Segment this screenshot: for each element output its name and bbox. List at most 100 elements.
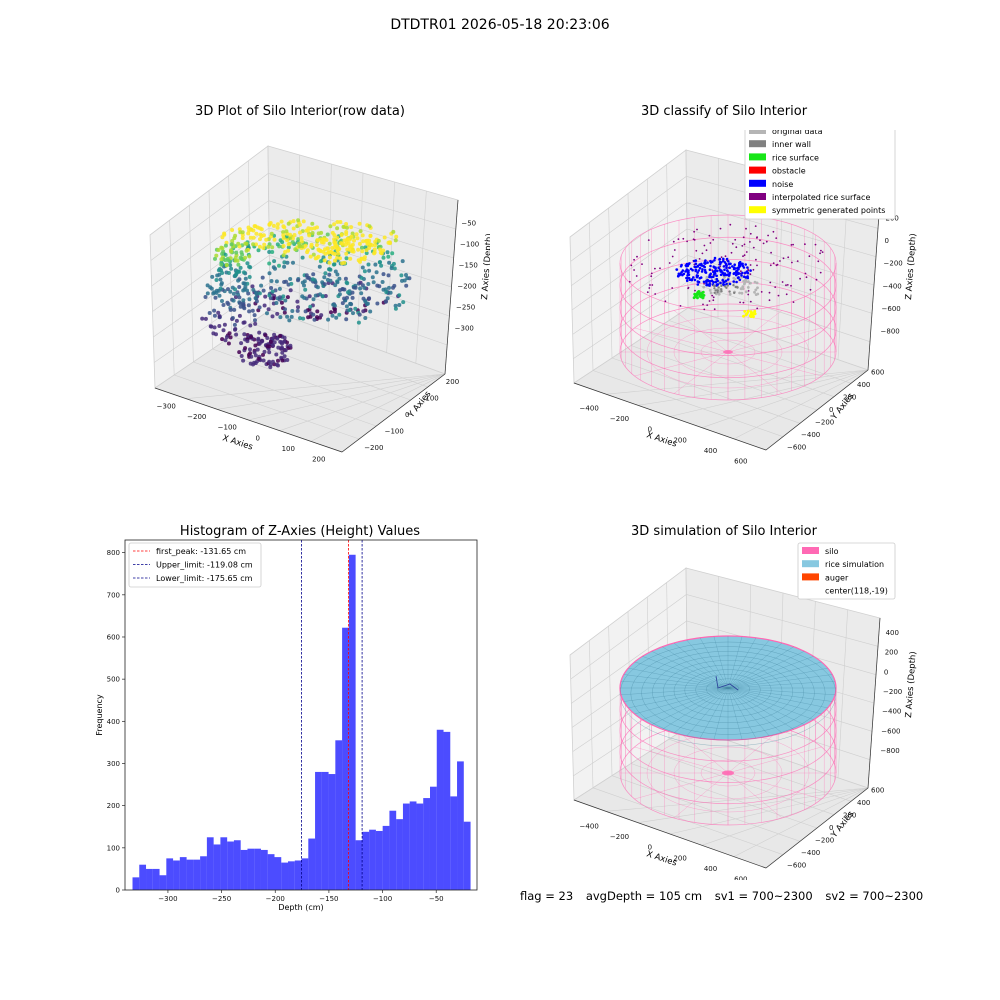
- x-tick-label: 0: [648, 426, 652, 434]
- interp-point: [817, 260, 820, 263]
- data-point: [315, 309, 320, 314]
- data-point: [302, 283, 306, 288]
- data-point: [289, 314, 294, 319]
- data-point: [302, 295, 307, 300]
- legend-label: rice surface: [772, 153, 819, 162]
- data-point: [236, 278, 241, 283]
- x-tick-label: 400: [704, 865, 717, 873]
- original-point: [708, 289, 712, 292]
- data-point: [261, 358, 266, 363]
- y-tick-label: 500: [107, 676, 120, 684]
- noise-point: [708, 275, 711, 279]
- interp-point: [742, 301, 745, 304]
- rice-mesh-spoke: [727, 646, 794, 689]
- data-point: [350, 231, 355, 236]
- interp-point: [769, 264, 772, 267]
- original-point: [754, 293, 758, 296]
- data-point: [274, 352, 279, 357]
- z-tick-label: −50: [461, 220, 476, 228]
- legend-swatch: [749, 206, 766, 214]
- data-point: [226, 258, 231, 263]
- y-tick-label: 400: [857, 799, 870, 807]
- data-point: [335, 255, 340, 260]
- data-point: [344, 222, 349, 226]
- noise-point: [686, 264, 690, 268]
- data-point: [240, 252, 245, 257]
- data-point: [288, 277, 293, 281]
- noise-point: [685, 279, 689, 283]
- interp-point: [668, 262, 671, 264]
- data-point: [362, 269, 367, 274]
- x-tick-label: 0: [648, 844, 652, 852]
- data-point: [227, 331, 232, 336]
- histogram-bar: [166, 858, 174, 890]
- y-tick-label: 300: [107, 760, 120, 768]
- histogram-bar: [416, 803, 424, 890]
- data-point: [267, 293, 272, 298]
- interp-point: [768, 299, 771, 302]
- data-point: [277, 286, 282, 291]
- data-point: [325, 277, 330, 282]
- data-point: [301, 316, 306, 321]
- data-point: [335, 235, 340, 240]
- rice-mesh-spoke: [699, 687, 729, 739]
- data-point: [291, 219, 296, 224]
- data-point: [250, 284, 255, 289]
- data-point: [385, 250, 390, 255]
- interp-point: [791, 261, 793, 264]
- simulation-z-label: Z Axies (Depth): [904, 651, 919, 718]
- interp-point: [646, 291, 649, 294]
- silo-floor-spoke: [634, 746, 729, 774]
- data-point: [335, 280, 340, 285]
- data-point: [289, 281, 294, 286]
- data-point: [253, 353, 258, 358]
- histogram-bar: [260, 849, 268, 890]
- interp-point: [792, 243, 794, 246]
- original-point: [746, 286, 750, 289]
- data-point: [300, 255, 305, 260]
- histogram-frame: [124, 539, 478, 891]
- data-point: [270, 289, 275, 294]
- wall-point: [728, 290, 731, 293]
- wall-point: [714, 289, 717, 292]
- rice-mesh-spoke: [651, 687, 729, 725]
- original-point: [743, 282, 746, 286]
- data-point: [219, 282, 224, 287]
- data-point: [381, 272, 386, 277]
- histogram-bar: [240, 849, 248, 890]
- interp-point: [741, 245, 744, 247]
- z-tick-label: −800: [880, 747, 899, 755]
- interp-point: [745, 251, 748, 253]
- data-point: [340, 261, 345, 266]
- rice-mesh-spoke: [727, 687, 770, 737]
- data-point: [361, 239, 366, 244]
- data-point: [310, 231, 315, 235]
- data-point: [323, 247, 327, 252]
- data-point: [285, 260, 290, 265]
- noise-point: [714, 280, 718, 284]
- data-point: [378, 247, 383, 252]
- interp-point: [712, 299, 715, 302]
- data-point: [213, 295, 218, 300]
- data-point: [344, 317, 349, 322]
- data-point: [373, 239, 378, 244]
- noise-point: [704, 259, 707, 262]
- noise-point: [694, 262, 698, 266]
- data-point: [272, 340, 277, 345]
- data-point: [298, 230, 302, 235]
- data-point: [319, 313, 324, 318]
- noise-point: [742, 266, 746, 269]
- interp-point: [775, 237, 778, 240]
- data-point: [269, 231, 274, 236]
- z-tick-label: 0: [885, 237, 889, 245]
- interp-point: [743, 243, 746, 246]
- rice-mesh-spoke: [642, 656, 729, 689]
- data-point: [322, 237, 327, 242]
- data-point: [214, 278, 219, 282]
- interp-point: [671, 287, 674, 289]
- data-point: [254, 231, 259, 236]
- data-point: [281, 253, 286, 258]
- symmetric-point: [753, 309, 757, 313]
- symmetric-point: [743, 310, 747, 313]
- x-tick-label: 200: [673, 854, 686, 862]
